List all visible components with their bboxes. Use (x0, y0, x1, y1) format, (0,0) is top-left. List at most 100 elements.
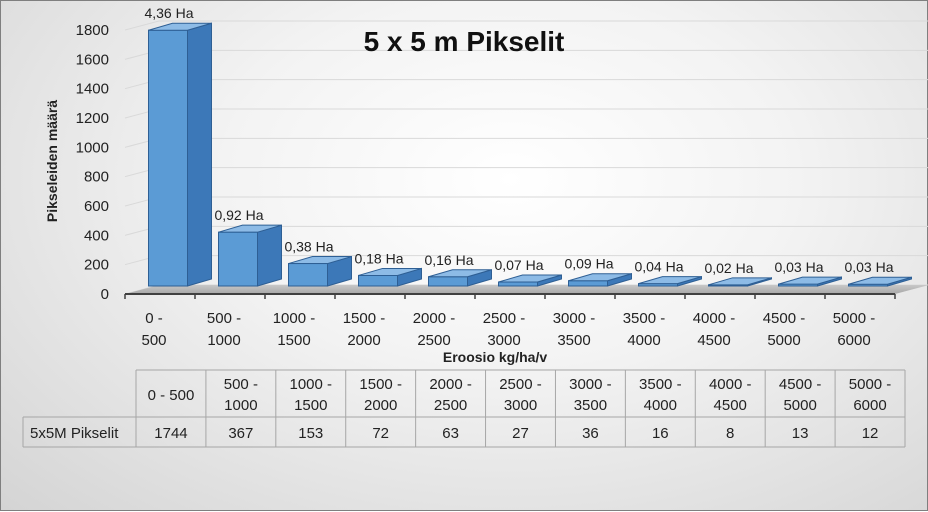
bar (498, 274, 562, 287)
bars (148, 22, 912, 287)
bar (148, 22, 212, 287)
data-label: 0,92 Ha (214, 207, 263, 223)
table-header-cell: 500 -1000 (224, 376, 258, 414)
data-label: 0,16 Ha (424, 252, 473, 268)
gridline (124, 196, 928, 207)
gridline (124, 108, 928, 119)
gridline (124, 20, 928, 31)
y-tick-label: 1600 (76, 51, 109, 68)
bar-top (778, 276, 842, 285)
data-label: 0,18 Ha (354, 250, 403, 266)
bar-top (498, 274, 562, 283)
bar (288, 255, 352, 287)
bar-top (218, 224, 282, 233)
table-value-cell: 63 (442, 425, 459, 442)
floor (125, 285, 928, 294)
table-header-cell: 0 - 500 (148, 387, 195, 404)
x-category-label: 1500 -2000 (343, 310, 386, 349)
x-category-label: 2500 -3000 (483, 310, 526, 349)
x-category-label: 3000 -3500 (553, 310, 596, 349)
bar-side (187, 22, 212, 287)
table-header-cell: 1000 -1500 (289, 376, 332, 414)
y-tick-label: 1200 (76, 110, 109, 127)
data-label: 0,03 Ha (774, 259, 823, 275)
bar-top (708, 277, 772, 286)
table-value-cell: 12 (862, 425, 879, 442)
data-label: 0,07 Ha (494, 257, 543, 273)
bar (848, 276, 912, 287)
bar (428, 269, 492, 287)
table-value-cell: 27 (512, 425, 529, 442)
y-tick-label: 200 (84, 257, 109, 274)
table-header-cell: 2500 -3000 (499, 376, 542, 414)
gridline (124, 167, 928, 178)
bar (568, 273, 632, 287)
x-category-label: 0 -500 (141, 310, 166, 349)
x-category-label: 3500 -4000 (623, 310, 666, 349)
gridline (124, 79, 928, 90)
bar-front (148, 29, 188, 287)
data-label: 0,04 Ha (634, 259, 683, 275)
table-value-cell: 8 (726, 425, 734, 442)
table-header-cell: 3500 -4000 (639, 376, 682, 414)
x-category-label: 2000 -2500 (413, 310, 456, 349)
bar-top (638, 276, 702, 285)
data-label: 0,09 Ha (564, 256, 613, 272)
x-category-label: 500 -1000 (207, 310, 241, 349)
table-value-cell: 1744 (154, 425, 187, 442)
data-label: 4,36 Ha (144, 5, 193, 21)
bar-front (218, 231, 258, 287)
data-table: 0 - 500 500 -1000 1000 -1500 1500 -2000 2000… (22, 369, 906, 448)
bar-front (428, 276, 468, 287)
bar (358, 267, 422, 287)
labels: 0 200 400 600 800 1000 1200 1400 1600 1800 4,36 Ha… (76, 5, 894, 349)
bar-top (148, 22, 212, 31)
bar-front (498, 281, 538, 287)
table-header-cell: 5000 -6000 (849, 376, 892, 414)
x-axis-title: Eroosio kg/ha/v (443, 349, 547, 365)
x-category-label: 5000 -6000 (833, 310, 876, 349)
table-value-cell: 72 (372, 425, 389, 442)
data-label: 0,03 Ha (844, 259, 893, 275)
bar (778, 276, 842, 287)
bar-front (288, 263, 328, 287)
gridline (124, 137, 928, 148)
y-tick-label: 800 (84, 169, 109, 186)
data-label: 0,02 Ha (704, 260, 753, 276)
bar (638, 275, 702, 287)
bar-side (257, 224, 282, 287)
y-tick-label: 1400 (76, 81, 109, 98)
table-header-cell: 4500 -5000 (779, 376, 822, 414)
y-axis-title: Pikseleiden määrä (44, 100, 60, 222)
table-header-cell: 1500 -2000 (359, 376, 402, 414)
x-category-label: 1000 -1500 (273, 310, 316, 349)
y-tick-label: 1800 (76, 22, 109, 39)
axes (124, 285, 928, 299)
chart-title: 5 x 5 m Pikselit (364, 26, 565, 57)
table-value-cell: 36 (582, 425, 599, 442)
data-label: 0,38 Ha (284, 239, 333, 255)
bar-front (568, 280, 608, 287)
y-tick-label: 0 (101, 286, 109, 303)
table-header-cell: 4000 -4500 (709, 376, 752, 414)
table-header-cell: 3000 -3500 (569, 376, 612, 414)
bar-top (848, 276, 912, 285)
bar (218, 224, 282, 287)
bar-top (428, 269, 492, 278)
bar-front (358, 274, 398, 287)
table-header-cell: 2000 -2500 (429, 376, 472, 414)
bar (708, 277, 772, 287)
y-tick-label: 400 (84, 227, 109, 244)
bar-top (288, 256, 352, 265)
y-tick-label: 1000 (76, 139, 109, 156)
table-value-cell: 153 (298, 425, 323, 442)
table-value-cell: 16 (652, 425, 669, 442)
table-value-cell: 13 (792, 425, 809, 442)
table-row-label: 5x5M Pikselit (30, 425, 119, 442)
y-tick-label: 600 (84, 198, 109, 215)
x-category-label: 4500 -5000 (763, 310, 806, 349)
x-category-label: 4000 -4500 (693, 310, 736, 349)
bar-top (358, 267, 422, 276)
